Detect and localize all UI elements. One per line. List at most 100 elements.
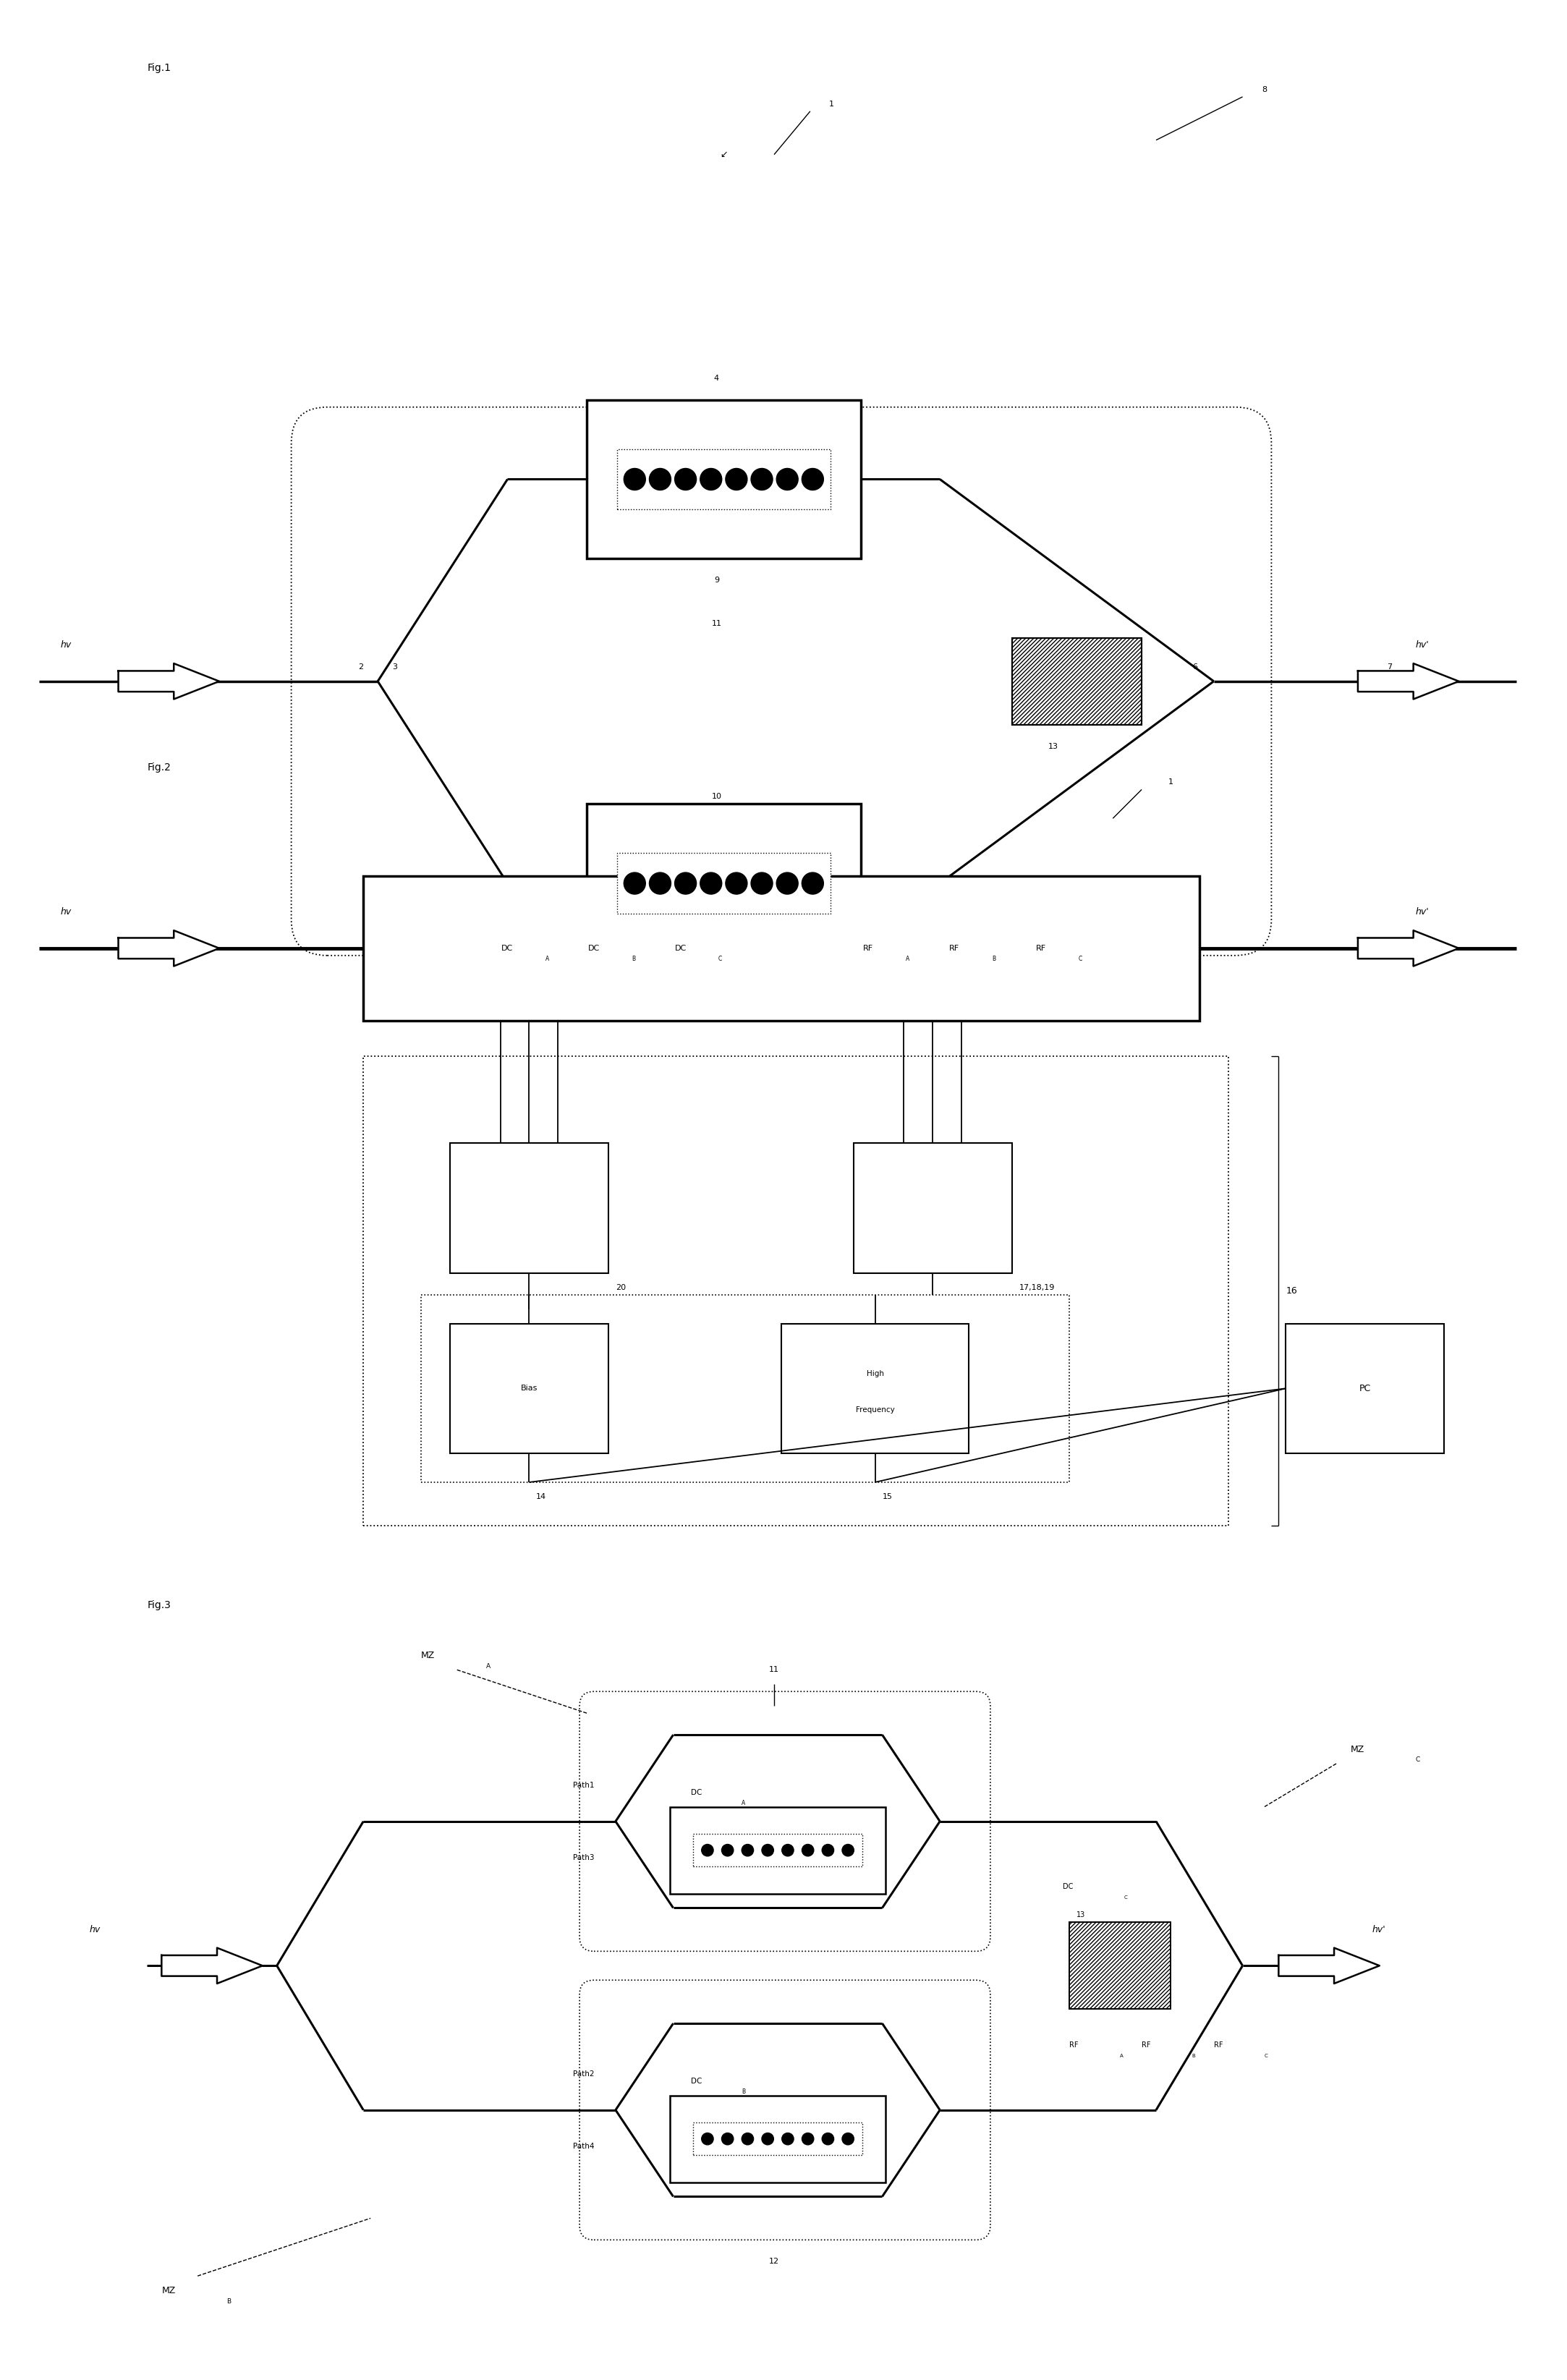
- Text: DC: DC: [674, 945, 686, 952]
- Bar: [694, 1833, 862, 1866]
- Bar: [422, 1295, 1070, 1483]
- Bar: [617, 852, 831, 914]
- Text: 16: 16: [1287, 1285, 1297, 1295]
- Circle shape: [802, 2132, 813, 2144]
- Circle shape: [841, 1845, 854, 1856]
- Bar: [1070, 1923, 1171, 2009]
- Bar: [782, 1323, 968, 1454]
- Text: 12: 12: [769, 2259, 779, 2266]
- Text: DC: DC: [588, 945, 600, 952]
- Bar: [364, 1057, 1229, 1526]
- Circle shape: [624, 469, 646, 490]
- Text: 11: 11: [711, 619, 721, 628]
- Bar: [1070, 1923, 1171, 2009]
- Bar: [617, 450, 831, 509]
- Text: 10: 10: [711, 793, 721, 800]
- Text: C: C: [1415, 1756, 1420, 1764]
- Text: DC: DC: [691, 2078, 702, 2085]
- Text: ↙: ↙: [719, 150, 727, 159]
- Bar: [669, 2094, 885, 2182]
- Bar: [450, 1142, 608, 1273]
- Text: Path4: Path4: [572, 2142, 594, 2149]
- Text: C: C: [1265, 2054, 1268, 2059]
- Text: DC: DC: [501, 945, 514, 952]
- Text: Fig.1: Fig.1: [147, 62, 171, 74]
- Circle shape: [741, 1845, 754, 1856]
- Text: 3: 3: [392, 664, 398, 671]
- Circle shape: [702, 1845, 713, 1856]
- Text: B: B: [632, 957, 636, 962]
- Circle shape: [649, 873, 671, 895]
- Polygon shape: [1279, 1947, 1379, 1983]
- Circle shape: [782, 1845, 794, 1856]
- Circle shape: [762, 2132, 774, 2144]
- Text: Bias: Bias: [520, 1385, 537, 1392]
- Text: Path1: Path1: [572, 1783, 594, 1790]
- Text: B: B: [992, 957, 995, 962]
- Text: 13: 13: [1048, 743, 1058, 750]
- Polygon shape: [1359, 931, 1459, 966]
- Text: RF: RF: [1070, 2042, 1078, 2049]
- Text: MZ: MZ: [422, 1652, 436, 1661]
- FancyBboxPatch shape: [580, 1692, 990, 1952]
- Circle shape: [762, 1845, 774, 1856]
- Text: PC: PC: [1359, 1383, 1371, 1392]
- Text: 14: 14: [536, 1492, 547, 1499]
- Text: DC: DC: [691, 1790, 702, 1797]
- Bar: [1070, 1923, 1171, 2009]
- Bar: [1287, 1323, 1445, 1454]
- Text: A: A: [906, 957, 909, 962]
- Bar: [669, 1806, 885, 1894]
- Bar: [1012, 638, 1142, 724]
- Text: RF: RF: [1036, 945, 1045, 952]
- Text: 13: 13: [1077, 1911, 1086, 1918]
- Text: B: B: [1192, 2054, 1196, 2059]
- Text: DC: DC: [1062, 1883, 1073, 1890]
- Text: RF: RF: [1214, 2042, 1222, 2049]
- Bar: [1012, 638, 1142, 724]
- Text: Path3: Path3: [572, 1854, 594, 1861]
- Circle shape: [823, 1845, 834, 1856]
- Polygon shape: [119, 664, 219, 700]
- Text: Path2: Path2: [572, 2071, 594, 2078]
- Text: A: A: [545, 957, 548, 962]
- Circle shape: [751, 469, 773, 490]
- Text: A: A: [486, 1664, 490, 1668]
- Circle shape: [802, 469, 824, 490]
- Circle shape: [675, 873, 696, 895]
- Circle shape: [702, 2132, 713, 2144]
- Circle shape: [700, 873, 722, 895]
- Circle shape: [649, 469, 671, 490]
- Text: B: B: [741, 2090, 746, 2094]
- Bar: [1012, 638, 1142, 724]
- Text: 2: 2: [359, 664, 364, 671]
- Text: 7: 7: [1387, 664, 1391, 671]
- Bar: [450, 1323, 608, 1454]
- Circle shape: [675, 469, 696, 490]
- Bar: [854, 1142, 1012, 1273]
- Circle shape: [741, 2132, 754, 2144]
- Text: Fig.3: Fig.3: [147, 1599, 171, 1609]
- Polygon shape: [161, 1947, 262, 1983]
- Text: hv': hv': [1373, 1925, 1385, 1935]
- Text: RF: RF: [950, 945, 959, 952]
- Bar: [694, 2123, 862, 2156]
- Text: 17,18,19: 17,18,19: [1019, 1283, 1055, 1290]
- Circle shape: [776, 873, 798, 895]
- Circle shape: [841, 2132, 854, 2144]
- Text: hv: hv: [61, 640, 72, 650]
- Text: 8: 8: [1261, 86, 1266, 93]
- Text: A: A: [1120, 2054, 1124, 2059]
- Text: A: A: [741, 1799, 746, 1806]
- Polygon shape: [1359, 664, 1459, 700]
- Text: C: C: [1078, 957, 1083, 962]
- Circle shape: [751, 873, 773, 895]
- Bar: [586, 400, 860, 559]
- Text: Fig.2: Fig.2: [147, 764, 171, 774]
- Circle shape: [802, 1845, 813, 1856]
- FancyBboxPatch shape: [291, 407, 1271, 954]
- Text: hv: hv: [61, 907, 72, 916]
- Text: MZ: MZ: [1351, 1745, 1365, 1754]
- Text: C: C: [718, 957, 722, 962]
- Circle shape: [722, 2132, 733, 2144]
